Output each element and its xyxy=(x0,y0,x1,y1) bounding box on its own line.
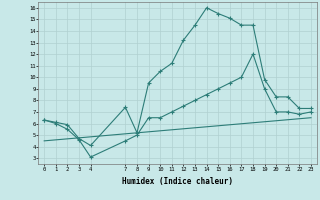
X-axis label: Humidex (Indice chaleur): Humidex (Indice chaleur) xyxy=(122,177,233,186)
